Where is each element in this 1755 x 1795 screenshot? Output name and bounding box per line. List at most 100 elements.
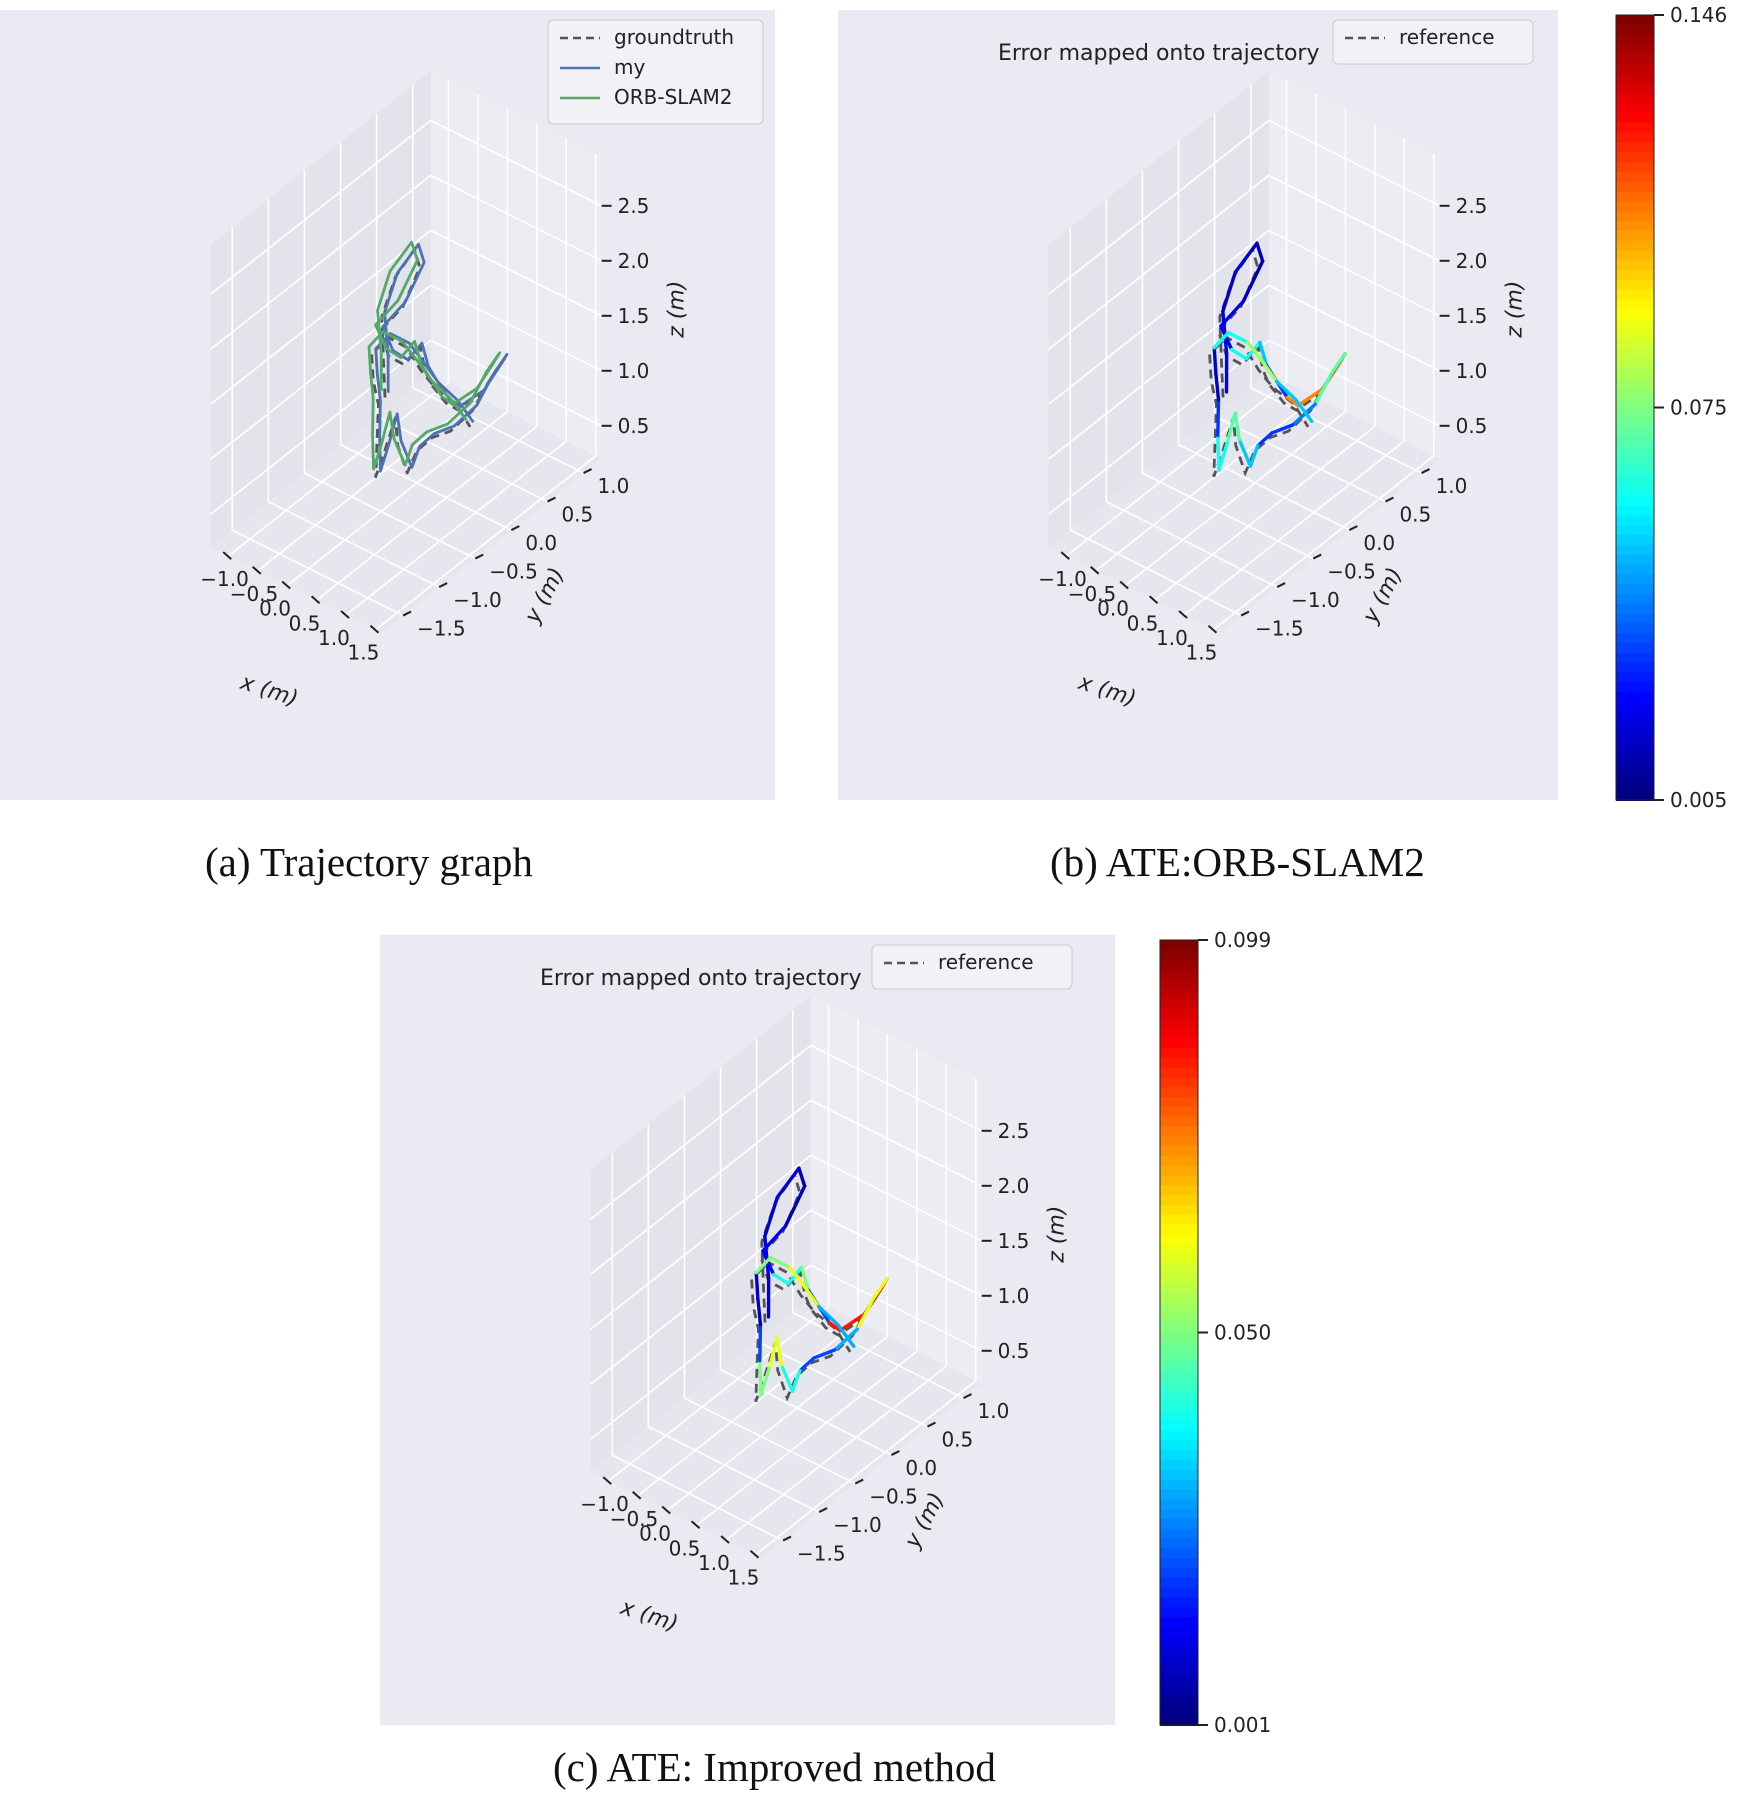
grid-line [1268,229,1440,317]
colorbar-segment [1616,544,1654,556]
error-segment [797,1166,807,1188]
colorbar-segment [1160,1204,1198,1216]
colorbar-tick-label: 0.075 [1670,396,1727,420]
colorbar-segment [1160,1293,1198,1305]
z-tick-label: 1.5 [618,304,650,328]
colorbar-segment [1616,456,1654,468]
x-tick-label: 1.0 [1156,626,1188,650]
colorbar-segment [1616,211,1654,223]
colorbar-segment [1616,476,1654,487]
colorbar-segment [1160,1518,1198,1530]
colorbar-segment [1160,1283,1198,1295]
colorbar-segment [1616,466,1654,478]
grid-line [1213,455,1435,631]
grid-line [340,443,512,531]
x-tick-label: 1.5 [348,641,380,665]
colorbar: 0.146 0.075 0.005 [1615,3,1727,812]
colorbar-segment [1160,1116,1198,1128]
colorbar-segment [1616,574,1654,586]
colorbar-segment [1616,93,1654,105]
grid-line [647,1425,820,1513]
y-tick-mark [583,468,592,474]
y-tick-mark [1421,468,1430,474]
y-tick-label: −1.5 [417,617,466,641]
error-segment [1216,433,1221,472]
colorbar-segment [1616,132,1654,144]
grid-line [1250,386,1422,474]
z-tick-label: 0.5 [998,1339,1030,1363]
grid-line [304,472,476,560]
colorbar-segment [1160,1342,1198,1354]
grid-line [696,1350,918,1526]
grid-line [210,174,432,350]
colorbar-segment [1160,1097,1198,1108]
error-segment [1212,345,1218,376]
y-tick-label: −0.5 [489,560,538,584]
colorbar-segment [1616,289,1654,301]
error-segment [1245,340,1266,366]
x-tick-label: −1.0 [1038,567,1087,591]
colorbar-segment [1616,564,1654,576]
colorbar-segment [1616,15,1654,26]
grid-line [345,440,567,616]
grid-line [1048,229,1270,405]
z-tick-label: 2.0 [618,249,650,273]
error-segment [800,1265,811,1292]
colorbar-segment [1160,1646,1198,1658]
colorbar-segment [1160,1636,1198,1648]
grid-line [316,425,538,601]
colorbar-segment [1160,1312,1198,1324]
colorbar-segment [1160,1617,1198,1628]
colorbar-segment [1616,525,1654,537]
legend-label: groundtruth [614,25,734,49]
colorbar-segment [1616,122,1654,134]
grid-line [1268,284,1440,372]
colorbar-segment [1160,1303,1198,1314]
x-tick-label: 0.0 [1097,597,1129,621]
colorbar-segment [1616,221,1654,232]
y-tick-label: −0.5 [1327,560,1376,584]
x-tick-mark [661,1505,671,1515]
error-segment [1294,398,1314,423]
colorbar-segment [1616,446,1654,458]
colorbar-segment [1160,1371,1198,1383]
axes-pane: −1.0−0.50.00.51.01.5−1.5−1.0−0.50.00.51.… [0,10,775,800]
series-line-my [374,242,509,473]
error-segment [1329,352,1347,375]
colorbar-segment [1616,378,1654,389]
colorbar-segment [1160,1715,1198,1726]
grid-line [1048,119,1270,295]
colorbar-segment [1160,1038,1198,1049]
x-tick-label: 0.5 [669,1536,701,1560]
legend-label: reference [938,950,1034,974]
error-segment [1237,437,1253,468]
colorbar-segment [1160,1224,1198,1236]
grid-line [725,1365,947,1541]
grid-line [810,1044,982,1132]
error-segment [1248,444,1260,468]
y-tick-label: 0.0 [525,531,557,555]
colorbar-segment [1160,1018,1198,1030]
colorbar-segment [1160,1391,1198,1403]
colorbar-segment [1616,387,1654,399]
colorbar-segment [1616,643,1654,654]
colorbar-segment [1160,1028,1198,1040]
grid-line [286,411,508,587]
grid-line [637,1321,859,1497]
colorbar-segment [1160,1685,1198,1697]
x-tick-mark [720,1535,730,1544]
grid-line [412,386,584,474]
error-segment [1219,299,1246,328]
grid-line [1268,339,1440,427]
grid-line [810,1154,982,1242]
legend: reference [1332,19,1534,65]
error-segment [871,1277,889,1300]
colorbar-segment [1160,979,1198,991]
colorbar-segment [1616,633,1654,644]
colorbar-segment [1616,299,1654,311]
grid-line [1268,174,1440,262]
grid-line [607,1306,829,1482]
error-segment [1225,411,1237,446]
grid-line [210,339,432,515]
grid-line [375,455,597,631]
